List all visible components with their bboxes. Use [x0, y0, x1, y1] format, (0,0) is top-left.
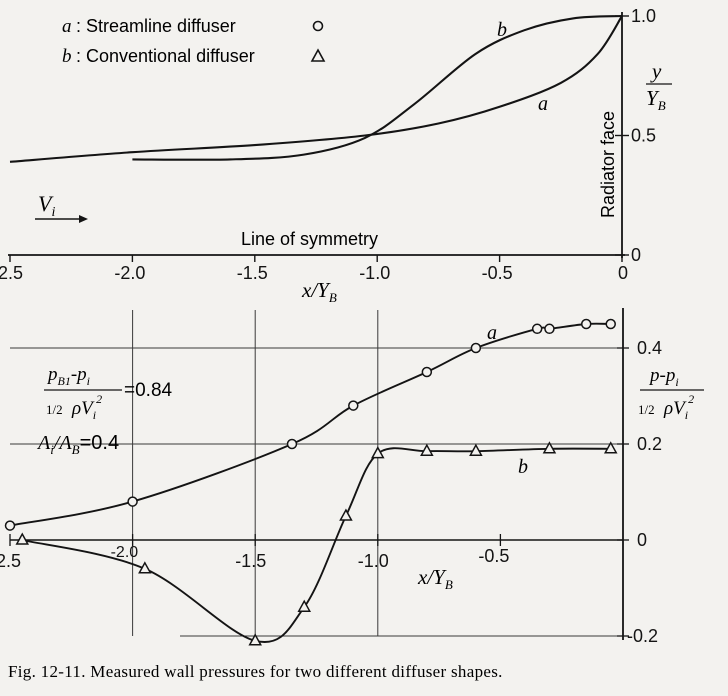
top-y-tick-label: 0.5 [631, 126, 656, 146]
bottom-curve-label-a: a [487, 322, 497, 344]
top-series-line-a [9, 15, 623, 163]
area-ratio-annotation: Ai/AB=0.4 [36, 432, 119, 457]
bottom-x-tick-label: -0.5 [478, 546, 509, 566]
bottom-x-tick-label: -1.5 [235, 551, 266, 571]
bottom-curve-label-b: b [518, 456, 528, 478]
top-x-tick-label: -1.5 [237, 263, 268, 283]
legend-key-a: a [62, 16, 72, 37]
bottom-x-tick-label: -2.5 [0, 551, 21, 571]
top-x-ticks: -2.5 -2.0 -1.5 -1.0 -0.5 0 [0, 255, 628, 283]
bottom-ylabel-denominator: ρVi2 [663, 392, 694, 422]
legend: a : Streamline diffuser b : Conventional… [62, 16, 326, 67]
top-x-tick-label: -1.0 [359, 263, 390, 283]
figure-caption: Fig. 12-11. Measured wall pressures for … [8, 662, 503, 681]
legend-key-b: b [62, 46, 72, 67]
pressure-ratio-annotation: pB1-pi 1/2 ρVi2 =0.84 [44, 364, 173, 422]
data-point-triangle [371, 446, 385, 459]
top-chart: -2.5 -2.0 -1.5 -1.0 -0.5 0 0 0.5 1.0 a : Stream… [0, 6, 672, 305]
pressure-ratio-value: =0.84 [124, 380, 173, 401]
legend-label-b: : Conventional diffuser [76, 46, 255, 66]
bottom-curves [4, 318, 618, 646]
pressure-ratio-half: 1/2 [46, 402, 63, 417]
data-point-triangle [469, 443, 483, 456]
data-point-circle [544, 323, 555, 335]
bottom-x-ticks: -2.5 -2.0 -1.5 -1.0 -0.5 [0, 534, 509, 571]
data-point-circle [421, 366, 433, 378]
data-point-triangle [542, 441, 557, 454]
data-point-triangle [297, 599, 312, 612]
legend-marker-circle [312, 20, 324, 32]
top-x-tick-label: -2.5 [0, 263, 23, 283]
top-series-line-b [132, 14, 623, 161]
top-y-tick-label: 1.0 [631, 6, 656, 26]
data-point-circle [470, 342, 482, 354]
data-point-triangle [15, 532, 30, 545]
top-curve-label-b: b [497, 19, 507, 41]
top-ylabel-denominator: YB [646, 86, 666, 113]
bottom-y-tick-label: 0 [637, 530, 647, 550]
data-point-circle [286, 438, 298, 450]
bottom-ylabel-numerator: p-pi [648, 365, 679, 389]
data-point-circle [580, 318, 592, 330]
data-point-triangle [339, 508, 353, 521]
data-point-circle [4, 520, 16, 531]
symmetry-label: Line of symmetry [241, 229, 378, 249]
top-xlabel: x/YB [301, 278, 337, 305]
bottom-chart: -2.5 -2.0 -1.5 -1.0 -0.5 -0.2 0 0.2 0.4 pB1-pi … [0, 308, 704, 646]
top-x-tick-label: -2.0 [114, 263, 145, 283]
legend-marker-triangle [310, 48, 326, 62]
top-curve-label-a: a [538, 93, 548, 115]
bottom-ylabel: p-pi 1/2 ρVi2 [638, 365, 704, 422]
radiator-face-label: Radiator face [598, 111, 618, 218]
data-point-triangle [248, 633, 262, 646]
top-y-ticks: 0 0.5 1.0 [615, 6, 656, 265]
pressure-ratio-numerator: pB1-pi [46, 364, 90, 388]
bottom-grid [10, 310, 623, 637]
data-point-circle [348, 400, 359, 411]
bottom-ylabel-half: 1/2 [638, 402, 655, 417]
top-ylabel-numerator: y [650, 59, 662, 83]
data-point-triangle [420, 443, 434, 456]
bottom-y-tick-label: 0.2 [637, 434, 662, 454]
data-point-circle [605, 318, 616, 330]
data-point-circle [531, 323, 543, 335]
data-point-triangle [603, 441, 618, 454]
inflow-velocity-label: Vi [38, 191, 55, 220]
pressure-ratio-denominator: ρVi2 [71, 392, 102, 422]
top-curves [9, 14, 623, 163]
bottom-y-tick-label: 0.4 [637, 338, 662, 358]
bottom-y-ticks: -0.2 0 0.2 0.4 [617, 338, 662, 646]
bottom-y-tick-label: -0.2 [627, 626, 658, 646]
bottom-xlabel: x/YB [417, 565, 453, 592]
bottom-x-tick-label: -2.0 [111, 544, 139, 561]
legend-label-a: : Streamline diffuser [76, 16, 236, 36]
data-point-circle [127, 496, 138, 507]
top-x-tick-label: -0.5 [482, 263, 513, 283]
top-y-tick-label: 0 [631, 245, 641, 265]
inflow-arrow-icon [79, 215, 88, 223]
bottom-x-tick-label: -1.0 [358, 551, 389, 571]
data-point-triangle [138, 561, 152, 574]
top-x-tick-label: 0 [618, 263, 628, 283]
